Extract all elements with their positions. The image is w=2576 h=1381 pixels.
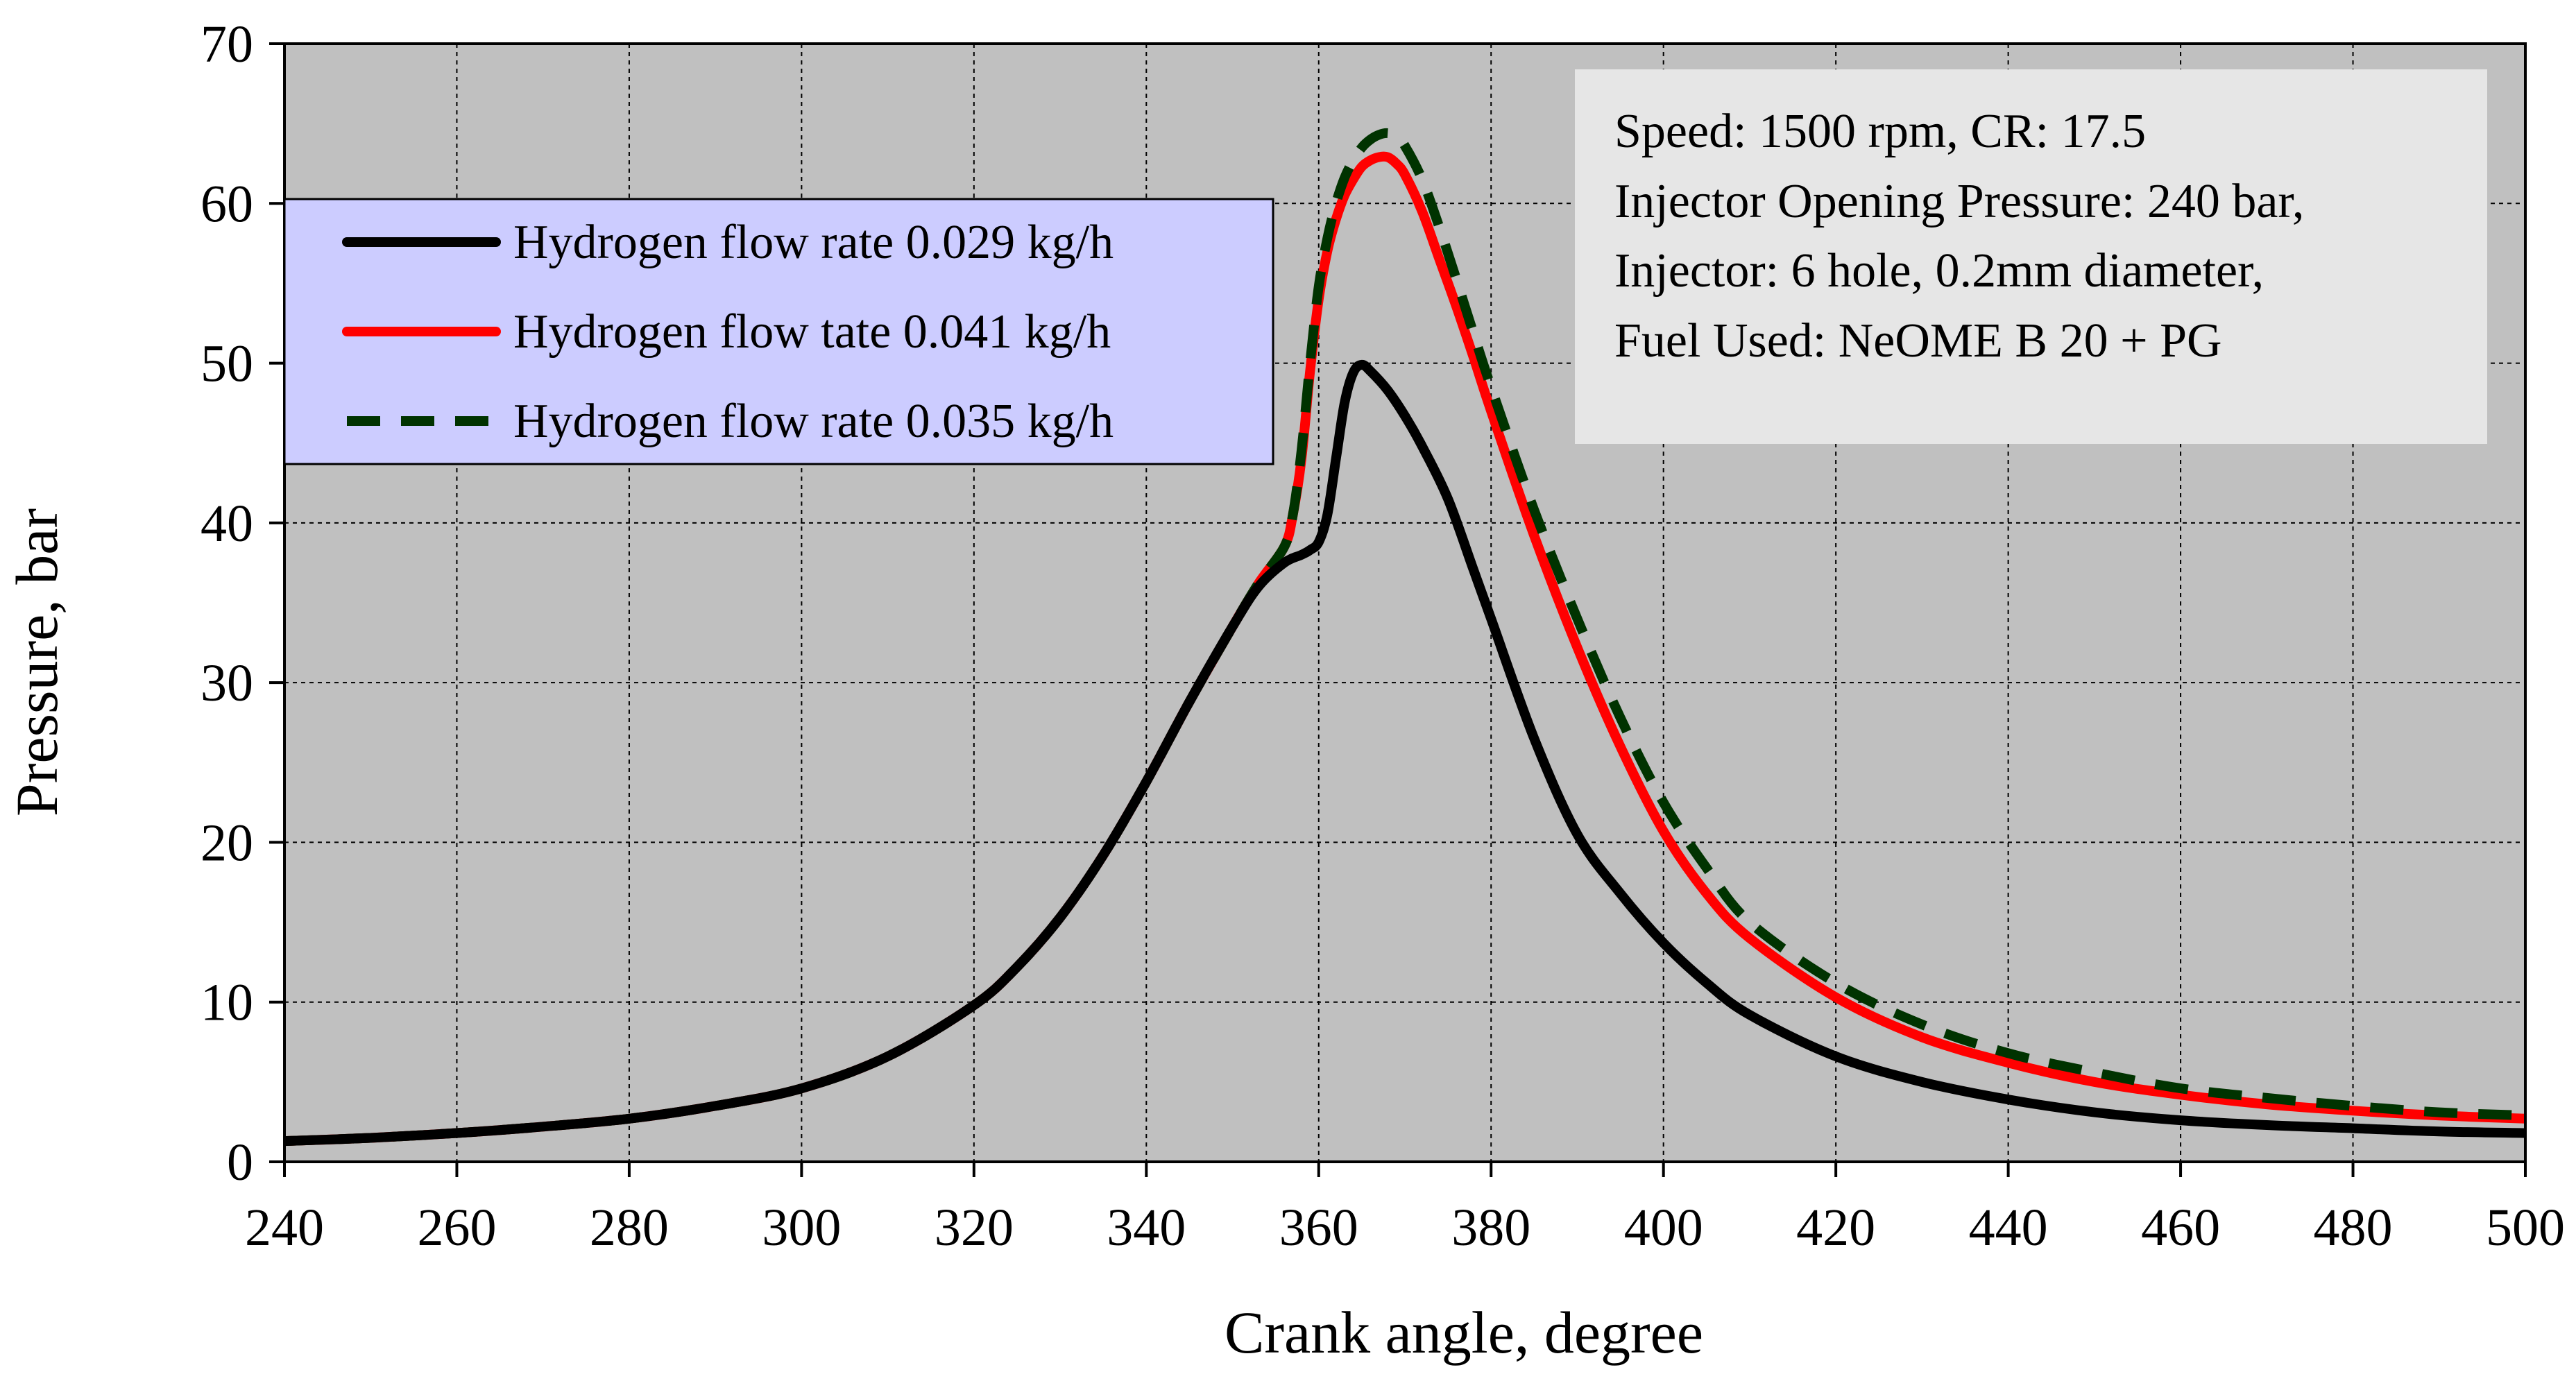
info-box	[1575, 69, 2487, 444]
x-tick-label-320: 320	[935, 1199, 1014, 1257]
legend: Hydrogen flow rate 0.029 kg/h Hydrogen f…	[283, 198, 1274, 465]
y-tick-label-40: 40	[201, 495, 253, 553]
y-tick-label-30: 30	[201, 654, 253, 712]
x-tick-label-380: 380	[1451, 1199, 1530, 1257]
x-tick-label-460: 460	[2141, 1199, 2220, 1257]
y-axis-title: Pressure, bar	[3, 508, 70, 816]
legend-label-0: Hydrogen flow rate 0.029 kg/h	[513, 216, 1114, 269]
x-tick-label-500: 500	[2486, 1199, 2565, 1257]
y-tick-label-70: 70	[201, 15, 253, 74]
x-tick-label-480: 480	[2314, 1199, 2393, 1257]
series-layer	[283, 42, 2527, 1163]
info-line-3: Fuel Used: NeOME B 20 + PG	[1614, 314, 2222, 368]
info-annotation: Speed: 1500 rpm, CR: 17.5 Injector Openi…	[1575, 69, 2487, 444]
x-tick-label-360: 360	[1279, 1199, 1358, 1257]
x-tick-label-400: 400	[1624, 1199, 1703, 1257]
x-tick-label-260: 260	[417, 1199, 496, 1257]
x-tick-label-300: 300	[762, 1199, 841, 1257]
x-tick-label-420: 420	[1796, 1199, 1875, 1257]
info-line-1: Injector Opening Pressure: 240 bar,	[1614, 175, 2304, 228]
info-line-0: Speed: 1500 rpm, CR: 17.5	[1614, 105, 2146, 158]
x-axis-title: Crank angle, degree	[1225, 1299, 1703, 1366]
x-tick-label-240: 240	[245, 1199, 324, 1257]
x-tick-label-440: 440	[1969, 1199, 2048, 1257]
y-tick-label-60: 60	[201, 175, 253, 233]
info-line-2: Injector: 6 hole, 0.2mm diameter,	[1614, 244, 2264, 298]
legend-label-1: Hydrogen flow tate 0.041 kg/h	[513, 305, 1111, 359]
axes: 240 260 280 300 320 340 360 380 400 420 440 460 480 5…	[201, 15, 2565, 1257]
y-tick-label-20: 20	[201, 814, 253, 872]
y-tick-label-10: 10	[201, 974, 253, 1032]
legend-label-2: Hydrogen flow rate 0.035 kg/h	[513, 395, 1114, 448]
y-tick-label-0: 0	[227, 1133, 253, 1192]
y-tick-label-50: 50	[201, 335, 253, 393]
x-tick-label-340: 340	[1107, 1199, 1186, 1257]
series-line-0	[284, 359, 2526, 1147]
x-tick-label-280: 280	[590, 1199, 669, 1257]
plot-border	[283, 42, 2527, 1163]
